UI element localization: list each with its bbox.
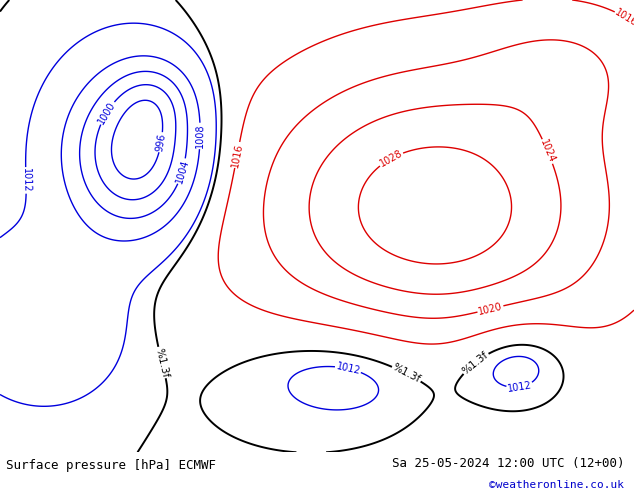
Text: %1.3f: %1.3f <box>153 346 171 378</box>
Text: 1008: 1008 <box>195 123 205 148</box>
Text: 1020: 1020 <box>477 301 503 317</box>
Text: %1.3f: %1.3f <box>391 362 422 385</box>
Text: 1016: 1016 <box>613 8 634 29</box>
Text: 1024: 1024 <box>538 138 557 165</box>
Text: 1016: 1016 <box>230 142 245 168</box>
Text: 996: 996 <box>155 132 167 152</box>
Text: ©weatheronline.co.uk: ©weatheronline.co.uk <box>489 481 624 490</box>
Text: 1000: 1000 <box>96 99 117 126</box>
Text: 1012: 1012 <box>21 168 31 193</box>
Text: 1028: 1028 <box>378 148 404 169</box>
Text: %1.3f: %1.3f <box>460 349 490 376</box>
Text: 1012: 1012 <box>335 361 361 376</box>
Text: Surface pressure [hPa] ECMWF: Surface pressure [hPa] ECMWF <box>6 459 216 472</box>
Text: Sa 25-05-2024 12:00 UTC (12+00): Sa 25-05-2024 12:00 UTC (12+00) <box>392 457 624 470</box>
Text: 1004: 1004 <box>174 158 191 184</box>
Text: 1012: 1012 <box>507 380 533 394</box>
